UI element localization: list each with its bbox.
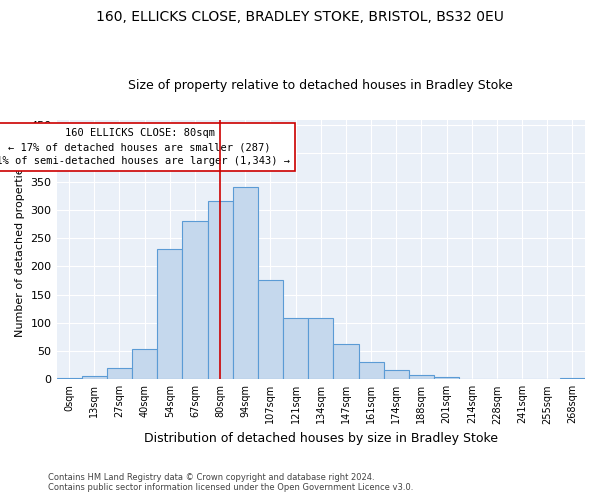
- Bar: [132, 350, 157, 380]
- Bar: [82, 376, 107, 380]
- X-axis label: Distribution of detached houses by size in Bradley Stoke: Distribution of detached houses by size …: [144, 432, 498, 445]
- Text: 160 ELLICKS CLOSE: 80sqm
← 17% of detached houses are smaller (287)
81% of semi-: 160 ELLICKS CLOSE: 80sqm ← 17% of detach…: [0, 128, 290, 166]
- Text: Contains HM Land Registry data © Crown copyright and database right 2024.: Contains HM Land Registry data © Crown c…: [48, 474, 374, 482]
- Bar: [107, 368, 132, 380]
- Bar: [560, 378, 585, 380]
- Bar: [233, 188, 258, 380]
- Bar: [56, 378, 82, 380]
- Text: 160, ELLICKS CLOSE, BRADLEY STOKE, BRISTOL, BS32 0EU: 160, ELLICKS CLOSE, BRADLEY STOKE, BRIST…: [96, 10, 504, 24]
- Bar: [334, 344, 359, 380]
- Bar: [182, 221, 208, 380]
- Y-axis label: Number of detached properties: Number of detached properties: [15, 162, 25, 337]
- Bar: [283, 318, 308, 380]
- Bar: [208, 202, 233, 380]
- Text: Contains public sector information licensed under the Open Government Licence v3: Contains public sector information licen…: [48, 484, 413, 492]
- Bar: [409, 376, 434, 380]
- Bar: [359, 362, 383, 380]
- Bar: [434, 377, 459, 380]
- Bar: [157, 250, 182, 380]
- Title: Size of property relative to detached houses in Bradley Stoke: Size of property relative to detached ho…: [128, 79, 513, 92]
- Bar: [308, 318, 334, 380]
- Bar: [258, 280, 283, 380]
- Bar: [383, 370, 409, 380]
